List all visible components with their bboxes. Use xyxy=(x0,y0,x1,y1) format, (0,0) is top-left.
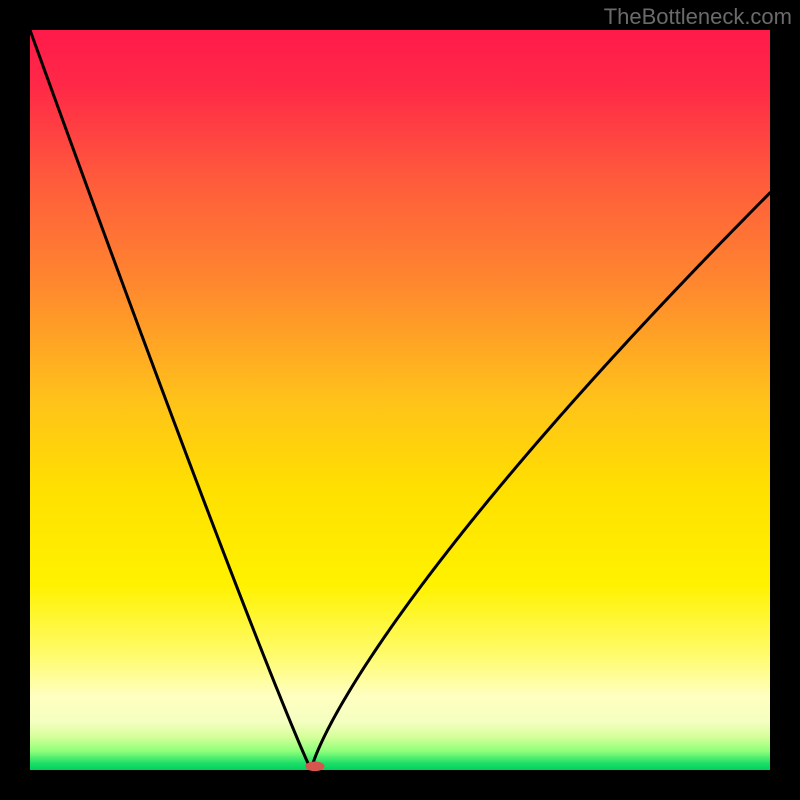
minimum-marker xyxy=(305,761,324,771)
chart-container: TheBottleneck.com xyxy=(0,0,800,800)
watermark-text: TheBottleneck.com xyxy=(604,4,792,30)
plot-background xyxy=(30,30,770,770)
chart-svg xyxy=(0,0,800,800)
